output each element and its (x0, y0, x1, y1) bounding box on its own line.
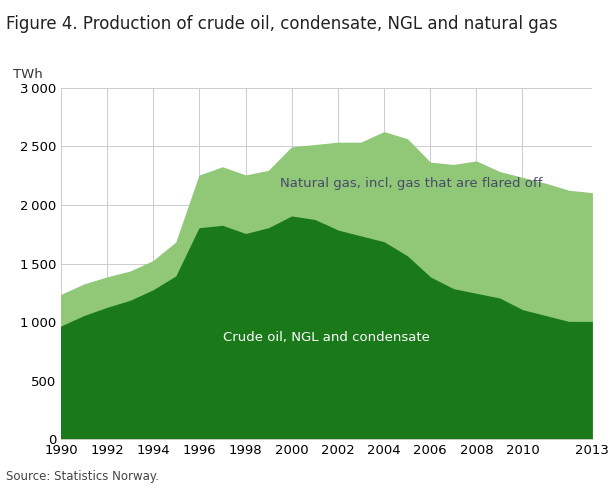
Text: TWh: TWh (13, 68, 43, 81)
Text: Source: Statistics Norway.: Source: Statistics Norway. (6, 470, 159, 483)
Text: Crude oil, NGL and condensate: Crude oil, NGL and condensate (223, 331, 430, 344)
Text: Figure 4. Production of crude oil, condensate, NGL and natural gas: Figure 4. Production of crude oil, conde… (6, 15, 558, 33)
Text: Natural gas, incl, gas that are flared off: Natural gas, incl, gas that are flared o… (280, 177, 542, 190)
